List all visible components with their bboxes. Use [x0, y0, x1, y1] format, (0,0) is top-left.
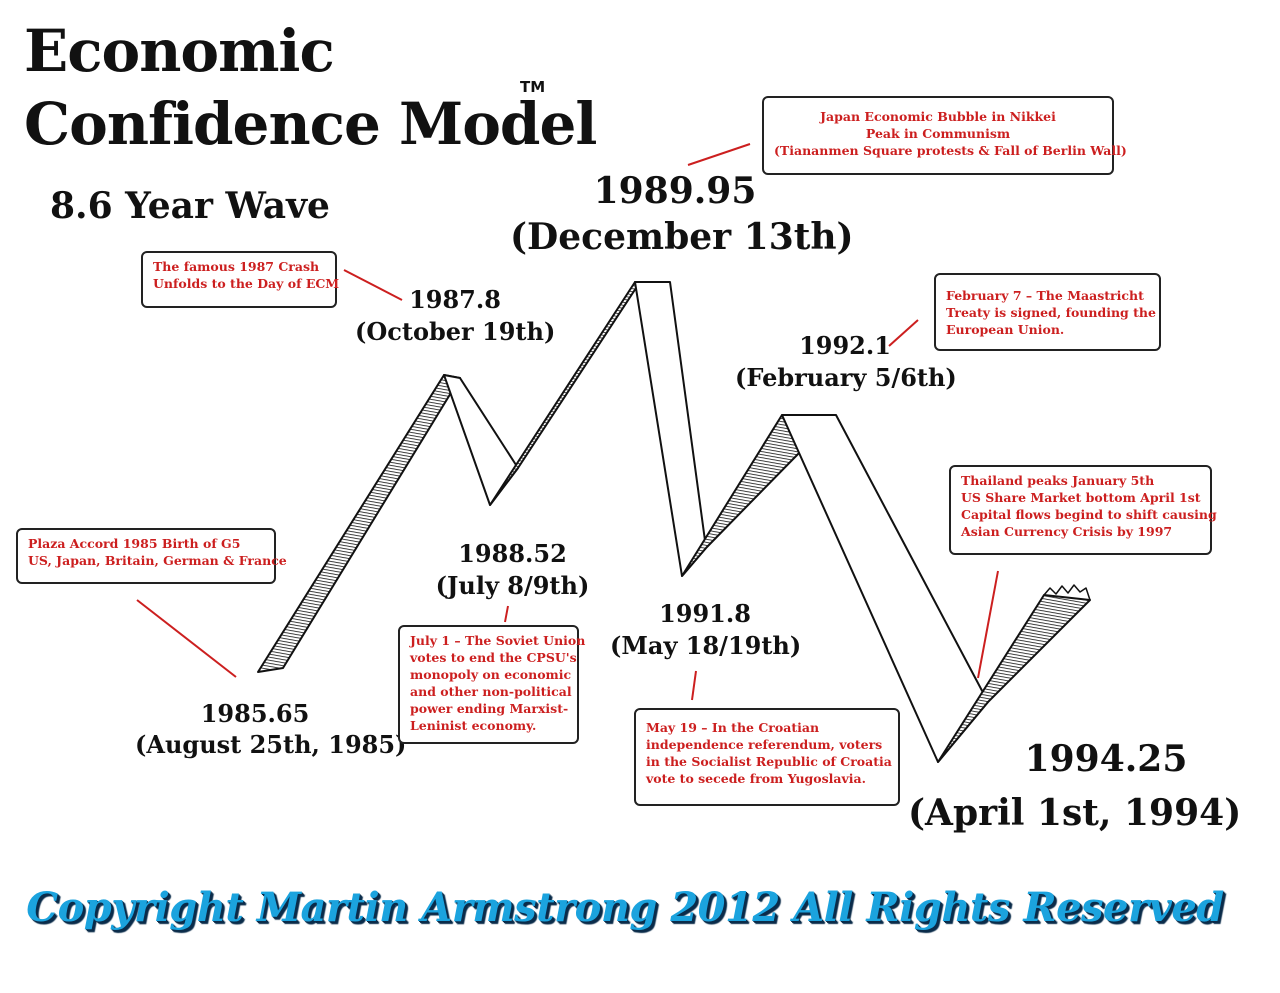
note-line: Thailand peaks January 5th [961, 473, 1155, 488]
point-year: 1991.8 [659, 599, 751, 628]
point-label-1989-95: 1989.95 (December 13th) [510, 168, 854, 260]
point-label-1994-25: 1994.25 (April 1st, 1994) [908, 732, 1242, 840]
note-line: Capital flows begind to shift causing [961, 507, 1217, 522]
note-line: votes to end the CPSU's [410, 650, 577, 665]
note-line: The famous 1987 Crash [153, 259, 320, 274]
note-line: May 19 – In the Croatian [646, 720, 820, 735]
note-line: Treaty is signed, founding the [946, 305, 1156, 320]
wave-segment-fall-1 [443, 374, 519, 506]
note-line: and other non-political [410, 684, 572, 699]
leader-line-croatia [691, 670, 697, 701]
point-date: (February 5/6th) [735, 363, 957, 392]
subtitle: 8.6 Year Wave [50, 185, 330, 227]
leader-line-maastricht [888, 319, 919, 347]
point-date: (December 13th) [510, 216, 854, 258]
wave-ragged-end [1043, 584, 1091, 601]
leader-line-thailand [977, 570, 999, 679]
point-year: 1989.95 [593, 170, 757, 212]
title-line-1: Economic [24, 17, 335, 85]
point-date: (October 19th) [355, 317, 556, 346]
point-label-1991-8: 1991.8 (May 18/19th) [610, 598, 802, 662]
note-line: July 1 – The Soviet Union [410, 633, 586, 648]
note-line: Unfolds to the Day of ECM [153, 276, 340, 291]
note-line: Peak in Communism [865, 126, 1011, 141]
leader-line-japan [687, 143, 751, 166]
point-year: 1987.8 [409, 285, 501, 314]
wave-segment-fall-2 [634, 281, 707, 577]
note-line: Leninist economy. [410, 718, 537, 733]
leader-line-crash [343, 269, 403, 301]
trademark-mark: TM [520, 78, 546, 96]
point-label-1985-65: 1985.65 (August 25th, 1985) [135, 698, 407, 760]
note-line: in the Socialist Republic of Croatia [646, 754, 892, 769]
leader-line-plaza [136, 599, 237, 678]
note-line: US, Japan, Britain, German & France [28, 553, 287, 568]
point-date: (May 18/19th) [610, 631, 802, 660]
note-1987-crash: The famous 1987 Crash Unfolds to the Day… [141, 251, 340, 308]
note-line: US Share Market bottom April 1st [961, 490, 1201, 505]
note-japan-bubble: Japan Economic Bubble in Nikkei Peak in … [762, 96, 1127, 175]
note-line: February 7 – The Maastricht [946, 288, 1144, 303]
note-maastricht: February 7 – The Maastricht Treaty is si… [934, 273, 1161, 351]
point-date: (August 25th, 1985) [135, 730, 407, 759]
note-line: power ending Marxist- [410, 701, 569, 716]
note-plaza-accord: Plaza Accord 1985 Birth of G5 US, Japan,… [16, 528, 287, 584]
leader-line-soviet [504, 605, 509, 623]
note-croatia: May 19 – In the Croatian independence re… [634, 708, 900, 806]
note-line: independence referendum, voters [646, 737, 883, 752]
point-year: 1985.65 [200, 699, 310, 728]
note-thailand: Thailand peaks January 5th US Share Mark… [949, 465, 1217, 555]
point-label-1992-1: 1992.1 (February 5/6th) [735, 330, 957, 394]
note-line: monopoly on economic [410, 667, 572, 682]
point-year: 1988.52 [458, 539, 567, 568]
point-year: 1994.25 [1024, 738, 1188, 780]
note-soviet-union: July 1 – The Soviet Union votes to end t… [398, 625, 586, 744]
note-line: vote to secede from Yugoslavia. [646, 771, 866, 786]
note-line: Plaza Accord 1985 Birth of G5 [28, 536, 241, 551]
point-year: 1992.1 [799, 331, 891, 360]
title-line-2: Confidence Model [24, 90, 597, 158]
point-date: (April 1st, 1994) [908, 792, 1242, 834]
point-label-1987-8: 1987.8 (October 19th) [355, 284, 555, 348]
note-line: Japan Economic Bubble in Nikkei [820, 109, 1056, 124]
note-line: European Union. [946, 322, 1065, 337]
note-line: (Tiananmen Square protests & Fall of Ber… [774, 143, 1127, 158]
point-label-1988-52: 1988.52 (July 8/9th) [420, 538, 605, 602]
point-date: (July 8/9th) [435, 571, 590, 600]
note-line: Asian Currency Crisis by 1997 [961, 524, 1173, 539]
copyright-notice: Copyright Martin Armstrong 2012 All Righ… [26, 884, 1224, 931]
